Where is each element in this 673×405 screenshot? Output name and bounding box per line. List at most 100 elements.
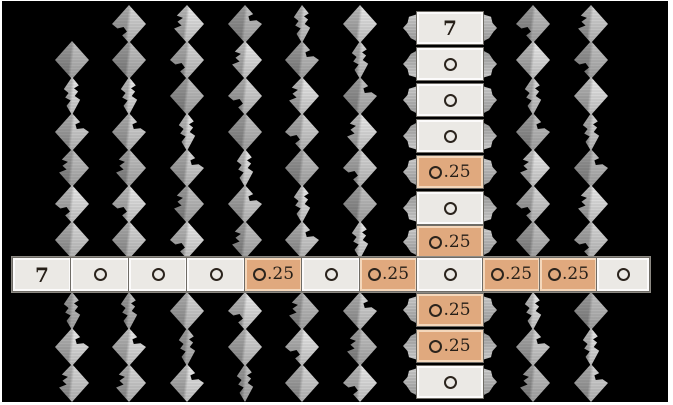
gem[interactable] (524, 77, 542, 115)
gem[interactable] (343, 77, 377, 115)
gem[interactable] (112, 221, 146, 259)
gem[interactable] (516, 221, 550, 259)
gem[interactable] (289, 292, 319, 330)
gem[interactable] (232, 41, 262, 79)
gem[interactable] (112, 113, 146, 151)
gem[interactable] (116, 364, 146, 402)
row-value-cell[interactable] (597, 258, 649, 291)
gem[interactable] (285, 113, 319, 151)
gem[interactable] (228, 77, 262, 115)
gem[interactable] (116, 149, 146, 187)
gem[interactable] (574, 292, 608, 330)
gem[interactable] (178, 113, 196, 151)
gem[interactable] (174, 185, 204, 223)
gem[interactable] (520, 149, 550, 187)
gem[interactable] (112, 5, 146, 43)
row-value-cell[interactable] (187, 258, 245, 291)
column-value-cell[interactable] (417, 84, 483, 116)
gem[interactable] (516, 41, 550, 79)
gem[interactable] (343, 292, 377, 330)
intersection-value-cell[interactable] (417, 258, 483, 291)
gem[interactable] (55, 221, 89, 259)
gem[interactable] (516, 113, 550, 151)
gem[interactable] (170, 41, 204, 79)
gem[interactable] (343, 364, 377, 402)
row-value-cell[interactable]: .25 (245, 258, 302, 291)
gem[interactable] (170, 364, 204, 402)
gem[interactable] (347, 113, 377, 151)
gem[interactable] (293, 185, 311, 223)
column-value-cell[interactable] (417, 120, 483, 152)
gem[interactable] (351, 221, 369, 259)
row-value-cell[interactable]: 7 (13, 258, 71, 291)
gem[interactable] (236, 364, 254, 402)
gem[interactable] (516, 328, 550, 366)
gem[interactable] (112, 41, 146, 79)
gem[interactable] (228, 328, 262, 366)
gem[interactable] (232, 221, 262, 259)
row-value-cell[interactable]: .25 (540, 258, 597, 291)
gem[interactable] (228, 185, 262, 223)
gem[interactable] (285, 328, 319, 366)
gem[interactable] (55, 113, 89, 151)
gem[interactable] (55, 185, 89, 223)
gem[interactable] (178, 328, 196, 366)
gem[interactable] (55, 41, 89, 79)
column-value-cell[interactable] (417, 366, 483, 398)
gem[interactable] (112, 185, 146, 223)
gem[interactable] (170, 77, 204, 115)
gem[interactable] (174, 5, 204, 43)
gem[interactable] (228, 113, 262, 151)
gem[interactable] (285, 221, 319, 259)
gem[interactable] (574, 41, 608, 79)
gem[interactable] (170, 292, 204, 330)
gem[interactable] (343, 5, 377, 43)
gem[interactable] (59, 364, 89, 402)
gem[interactable] (228, 5, 262, 43)
gem[interactable] (59, 149, 89, 187)
gem[interactable] (55, 328, 89, 366)
gem[interactable] (574, 77, 608, 115)
gem[interactable] (520, 364, 550, 402)
gem[interactable] (578, 185, 608, 223)
gem[interactable] (516, 185, 550, 223)
gem[interactable] (170, 149, 204, 187)
column-value-cell[interactable]: .25 (417, 330, 483, 362)
gem[interactable] (524, 292, 542, 330)
row-value-cell[interactable] (71, 258, 129, 291)
gem[interactable] (63, 292, 81, 330)
column-value-cell[interactable] (417, 48, 483, 80)
gem[interactable] (170, 221, 204, 259)
gem[interactable] (112, 328, 146, 366)
gem[interactable] (578, 5, 608, 43)
gem[interactable] (582, 113, 600, 151)
gem[interactable] (343, 185, 377, 223)
column-value-cell[interactable] (417, 192, 483, 224)
gem[interactable] (351, 41, 369, 79)
gem[interactable] (285, 364, 319, 402)
gem[interactable] (343, 149, 377, 187)
gem[interactable] (574, 364, 608, 402)
gem[interactable] (285, 149, 319, 187)
gem[interactable] (285, 41, 319, 79)
gem[interactable] (293, 5, 311, 43)
gem[interactable] (289, 77, 319, 115)
gem[interactable] (120, 292, 138, 330)
gem[interactable] (574, 221, 608, 259)
row-value-cell[interactable]: .25 (483, 258, 540, 291)
gem[interactable] (120, 77, 138, 115)
gem[interactable] (347, 328, 377, 366)
row-value-cell[interactable] (129, 258, 187, 291)
gem[interactable] (574, 149, 608, 187)
gem[interactable] (582, 328, 600, 366)
column-value-cell[interactable]: .25 (417, 226, 483, 258)
column-value-cell[interactable]: 7 (417, 12, 483, 44)
column-value-cell[interactable]: .25 (417, 294, 483, 326)
row-value-cell[interactable]: .25 (360, 258, 417, 291)
column-value-cell[interactable]: .25 (417, 156, 483, 188)
row-value-cell[interactable] (302, 258, 360, 291)
gem[interactable] (236, 149, 254, 187)
gem[interactable] (228, 292, 262, 330)
gem[interactable] (516, 5, 550, 43)
gem[interactable] (63, 77, 81, 115)
